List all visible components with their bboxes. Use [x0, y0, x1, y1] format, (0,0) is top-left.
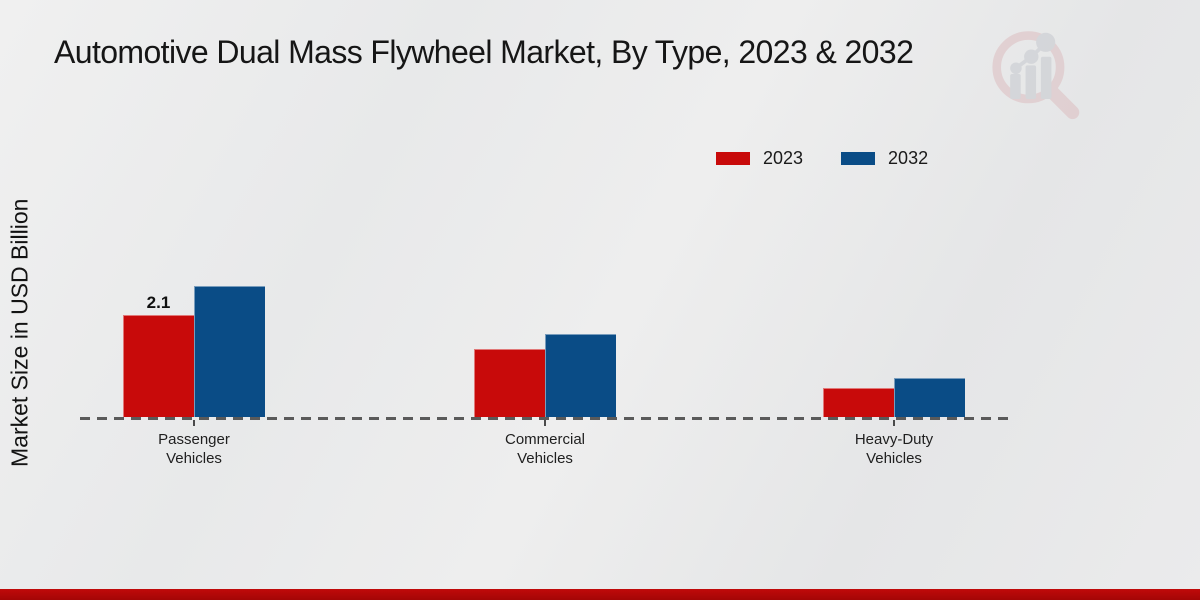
legend-label: 2023 [763, 148, 804, 168]
chart-title: Automotive Dual Mass Flywheel Market, By… [54, 34, 914, 70]
category-label: Commercial Vehicles [504, 431, 585, 467]
x-axis-baseline [80, 417, 1012, 420]
bar-2032-heavy-duty-vehicles [894, 378, 965, 417]
magnifier-barchart-logo-icon [992, 31, 1080, 120]
bar-2023-passenger-vehicles [123, 315, 194, 417]
plot-area: 2.1 Passenger Vehicles Commercial Vehicles… [80, 140, 1012, 467]
footer-accent-strip [0, 589, 1200, 600]
bar-value-label: 2.1 [146, 293, 171, 312]
legend-label: 2032 [888, 148, 929, 168]
legend-item-2032: 2032 [841, 148, 928, 169]
legend-swatch-icon [841, 152, 876, 165]
legend-swatch-icon [716, 152, 750, 165]
y-axis-label: Market Size in USD Billion [6, 198, 33, 468]
legend: 2023 2032 [716, 148, 928, 169]
category-label: Passenger Vehicles [158, 431, 230, 467]
bar-2032-passenger-vehicles [194, 286, 265, 417]
legend-item-2023: 2023 [716, 148, 803, 169]
bar-2032-commercial-vehicles [545, 334, 616, 417]
bar-2023-heavy-duty-vehicles [823, 388, 894, 417]
x-axis-tick [193, 420, 195, 426]
category-label: Heavy-Duty Vehicles [854, 431, 934, 467]
bar-2023-commercial-vehicles [474, 349, 545, 417]
x-axis-tick [893, 420, 895, 426]
x-axis-tick [544, 420, 546, 426]
